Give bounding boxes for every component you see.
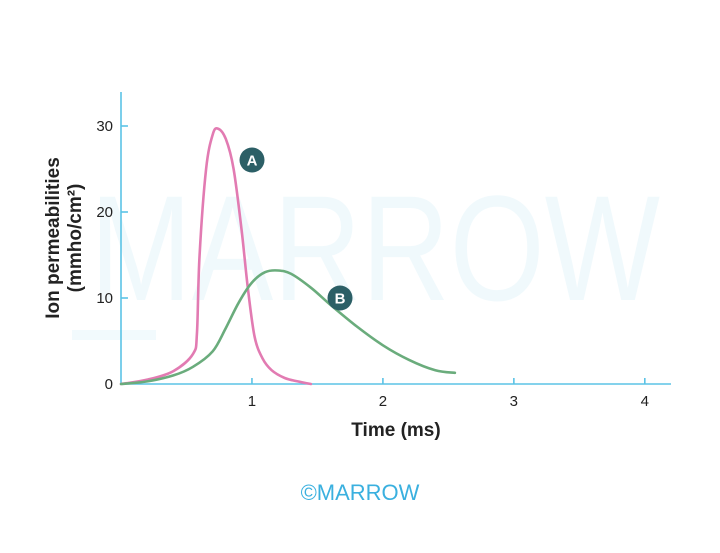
y-tick-label: 10 — [96, 290, 113, 307]
x-tick-label: 1 — [248, 393, 256, 410]
series-badge-a — [239, 147, 265, 173]
y-tick-label: 0 — [105, 376, 113, 393]
axes — [120, 92, 671, 385]
y-tick-label: 30 — [96, 118, 113, 135]
series-badge-label-a: A — [247, 153, 258, 170]
series-badges: AB — [239, 147, 353, 311]
ticks: 1 2 3 4 0 10 20 30 — [96, 118, 649, 410]
x-tick-label: 4 — [641, 393, 649, 410]
series-badge-label-b: B — [335, 291, 346, 308]
watermark-underline — [72, 330, 156, 340]
x-axis-title: Time (ms) — [351, 420, 440, 441]
series-line-b — [119, 269, 457, 386]
footer-logo: ©MARROW — [300, 480, 420, 505]
series-badge-b — [327, 285, 353, 311]
x-tick-label: 3 — [510, 393, 518, 410]
watermark-text: MARROW — [90, 164, 660, 332]
series-layer — [119, 127, 457, 386]
series-line-a — [119, 127, 313, 386]
x-tick-label: 2 — [379, 393, 387, 410]
y-tick-label: 20 — [96, 204, 113, 221]
y-axis-title-line-2: (mmho/cm²) — [65, 184, 86, 293]
y-axis-title-line-1: Ion permeabilities — [43, 157, 64, 319]
